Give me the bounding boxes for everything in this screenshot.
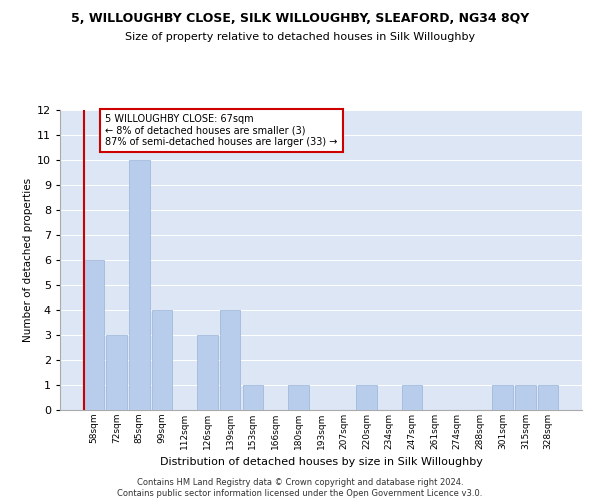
- Bar: [493, 385, 513, 410]
- Bar: [197, 335, 218, 410]
- Bar: [288, 385, 308, 410]
- Bar: [84, 260, 104, 410]
- Bar: [538, 385, 558, 410]
- Bar: [129, 160, 149, 410]
- Bar: [515, 385, 536, 410]
- Text: Size of property relative to detached houses in Silk Willoughby: Size of property relative to detached ho…: [125, 32, 475, 42]
- Y-axis label: Number of detached properties: Number of detached properties: [23, 178, 32, 342]
- Bar: [242, 385, 263, 410]
- X-axis label: Distribution of detached houses by size in Silk Willoughby: Distribution of detached houses by size …: [160, 458, 482, 468]
- Bar: [220, 310, 241, 410]
- Bar: [356, 385, 377, 410]
- Bar: [152, 310, 172, 410]
- Bar: [106, 335, 127, 410]
- Bar: [401, 385, 422, 410]
- Text: Contains HM Land Registry data © Crown copyright and database right 2024.
Contai: Contains HM Land Registry data © Crown c…: [118, 478, 482, 498]
- Text: 5 WILLOUGHBY CLOSE: 67sqm
← 8% of detached houses are smaller (3)
87% of semi-de: 5 WILLOUGHBY CLOSE: 67sqm ← 8% of detach…: [105, 114, 338, 147]
- Text: 5, WILLOUGHBY CLOSE, SILK WILLOUGHBY, SLEAFORD, NG34 8QY: 5, WILLOUGHBY CLOSE, SILK WILLOUGHBY, SL…: [71, 12, 529, 26]
